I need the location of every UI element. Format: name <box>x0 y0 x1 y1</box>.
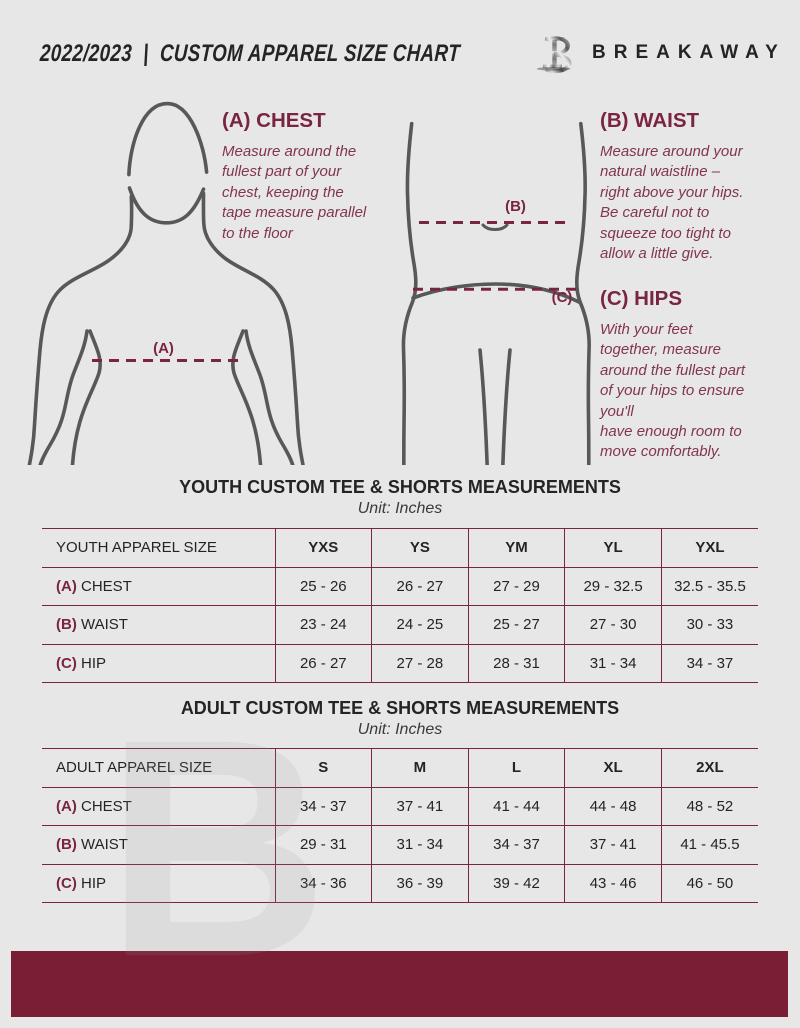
svg-text:B: B <box>105 674 329 1021</box>
